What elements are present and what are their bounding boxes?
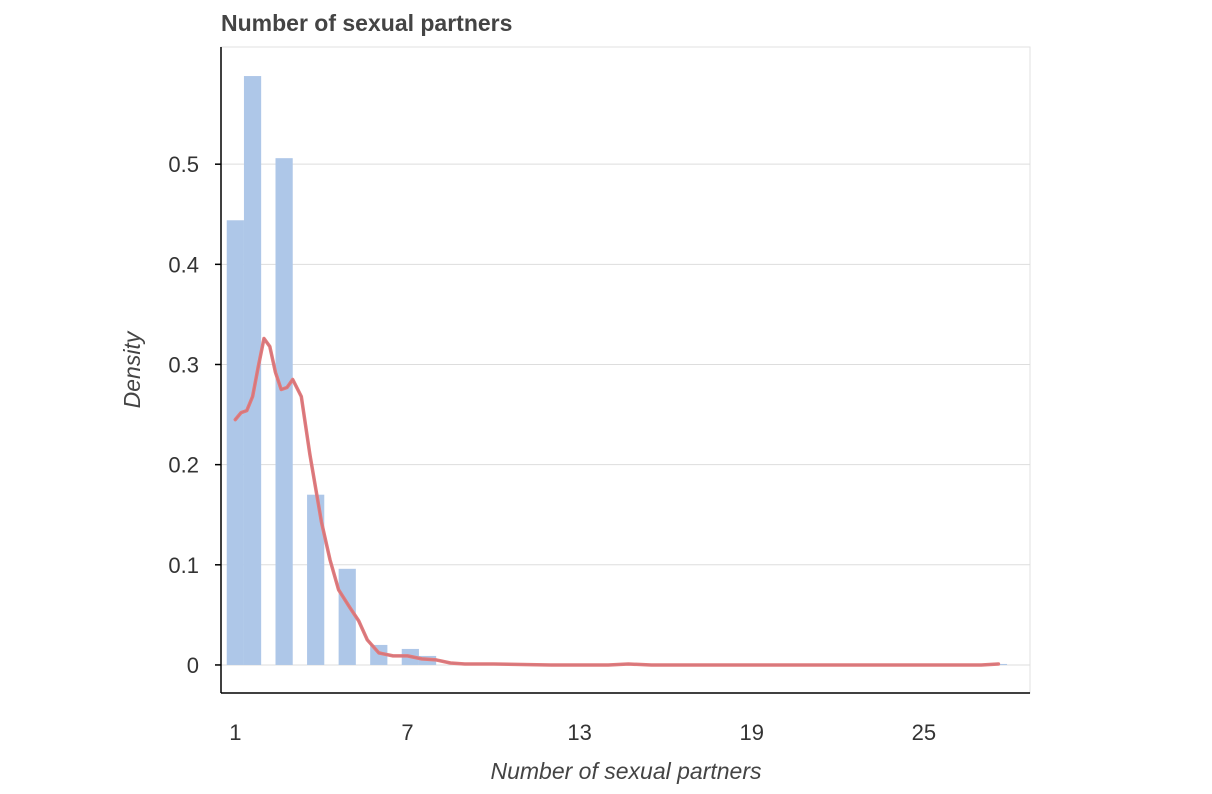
- x-tick-label: 1: [229, 720, 241, 745]
- histogram-bar: [307, 494, 325, 665]
- y-axis-label: Density: [119, 330, 145, 408]
- y-tick-label: 0.1: [168, 553, 199, 578]
- y-tick-label: 0.5: [168, 152, 199, 177]
- x-tick-label: 25: [912, 720, 936, 745]
- y-tick-label: 0: [187, 653, 199, 678]
- chart-title: Number of sexual partners: [221, 10, 512, 36]
- axes: 0 0.1 0.2 0.3 0.4 0.5 1 7 13 19 25: [168, 47, 1030, 745]
- histogram-bar: [338, 568, 356, 665]
- x-axis-label: Number of sexual partners: [490, 758, 762, 784]
- x-tick-label: 7: [401, 720, 413, 745]
- histogram-bar: [243, 76, 262, 665]
- histogram-bar: [275, 158, 293, 665]
- x-tick-label: 19: [739, 720, 763, 745]
- y-tick-label: 0.3: [168, 352, 199, 377]
- density-curve-group: [233, 336, 1001, 667]
- density-curve-highlight: [234, 337, 999, 666]
- y-tick-label: 0.2: [168, 453, 199, 478]
- x-tick-label: 13: [567, 720, 591, 745]
- y-tick-label: 0.4: [168, 252, 199, 277]
- histogram-bar: [226, 220, 244, 665]
